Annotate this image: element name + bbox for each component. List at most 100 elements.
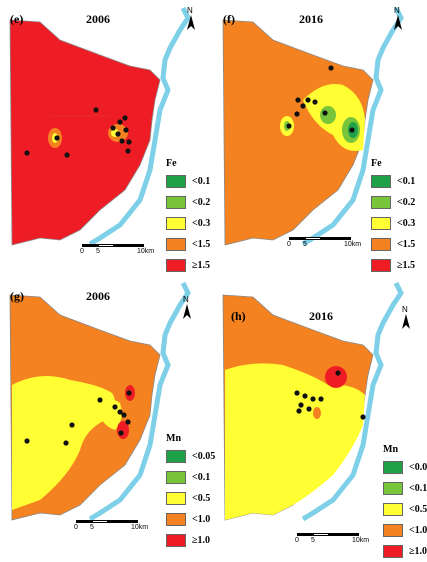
sample-point: [110, 125, 116, 131]
legend-label: ≥1.0: [192, 535, 210, 546]
sample-point: [295, 97, 301, 103]
legend-label: <1.5: [192, 239, 211, 250]
legend-label: <0.1: [192, 176, 211, 187]
legend-label: <1.0: [192, 514, 211, 525]
sample-points: [24, 390, 132, 446]
sample-point: [121, 412, 127, 418]
sample-point: [117, 119, 123, 125]
sample-point: [328, 65, 334, 71]
map-panel-h: (h) 2016 N Mn <0.05 <0.1 <0.5 <1.0 ≥1.0 …: [213, 275, 427, 558]
north-arrow-icon: N: [180, 295, 194, 321]
sample-point: [322, 110, 328, 116]
legend: Mn <0.05 <0.1 <0.5 <1.0 ≥1.0: [383, 443, 427, 562]
legend-label: <0.05: [192, 451, 216, 462]
sample-point: [302, 393, 308, 399]
panel-year: 2006: [86, 12, 110, 26]
sample-point: [119, 138, 125, 144]
legend-label: <0.3: [397, 218, 416, 229]
sample-point: [294, 111, 300, 117]
sample-point: [305, 97, 311, 103]
legend-title: Mn: [166, 433, 181, 444]
map-f: [222, 6, 404, 247]
zone-yellow: [225, 363, 365, 520]
legend-title: Fe: [371, 158, 382, 169]
legend-label: <0.5: [409, 504, 427, 515]
north-arrow-icon: N: [391, 6, 405, 32]
legend-label: <0.1: [192, 472, 211, 483]
sample-points: [294, 370, 366, 420]
sample-point: [118, 430, 124, 436]
legend-label: <1.5: [397, 239, 416, 250]
legend: Fe <0.1 <0.2 <0.3 <1.5 ≥1.5: [371, 157, 415, 276]
legend-label: <0.1: [397, 176, 416, 187]
sample-point: [296, 408, 302, 414]
legend-label: ≥1.5: [192, 260, 210, 271]
north-arrow-icon: N: [399, 305, 413, 331]
zone-orange-spot: [313, 407, 321, 419]
sample-point: [93, 107, 99, 113]
zone-red: [325, 366, 347, 388]
map-h: [222, 281, 404, 522]
river: [301, 6, 404, 247]
sample-point: [122, 115, 128, 121]
zone-yellow: [12, 376, 115, 510]
legend-label: <0.2: [397, 197, 416, 208]
sample-point: [126, 139, 132, 145]
legend-label: <1.0: [409, 525, 427, 536]
panel-year: 2016: [299, 12, 323, 26]
panel-label: (g): [10, 289, 24, 303]
sample-point: [306, 406, 312, 412]
river: [301, 281, 404, 522]
sample-point: [312, 99, 318, 105]
sample-points: [286, 65, 355, 133]
legend-title: Mn: [383, 444, 398, 455]
sample-point: [125, 148, 131, 154]
panel-label: (f): [223, 12, 235, 26]
north-arrow-icon: N: [184, 6, 198, 32]
sample-point: [69, 422, 75, 428]
map-panel-f: (f) 2016 N Fe <0.1 <0.2 <0.3 <1.5 ≥1.5 0…: [213, 0, 426, 275]
sample-point: [123, 127, 129, 133]
sample-point: [125, 419, 131, 425]
sample-point: [298, 402, 304, 408]
scale-bar: 0 5 10km: [295, 533, 377, 547]
sample-point: [349, 127, 355, 133]
legend-label: <0.2: [192, 197, 211, 208]
map-e: [9, 6, 191, 247]
legend-label: ≥1.0: [409, 546, 427, 557]
legend-title: Fe: [166, 158, 177, 169]
map-panel-g: (g) 2006 N Mn <0.05 <0.1 <0.5 <1.0 ≥1.0 …: [0, 275, 215, 551]
panel-year: 2016: [309, 309, 333, 323]
legend: Fe <0.1 <0.2 <0.3 <1.5 ≥1.5: [166, 157, 210, 276]
sample-point: [318, 396, 324, 402]
sample-points: [24, 107, 132, 158]
sample-point: [126, 390, 132, 396]
zone-green-light-a: [320, 106, 336, 124]
legend-label: <0.3: [192, 218, 211, 229]
sample-point: [335, 370, 341, 376]
sample-point: [117, 409, 123, 415]
sample-point: [115, 131, 121, 137]
legend: Mn <0.05 <0.1 <0.5 <1.0 ≥1.0: [166, 432, 215, 551]
sample-point: [112, 404, 118, 410]
river: [88, 6, 191, 247]
scale-bar: 0 5 10km: [80, 244, 162, 258]
sample-point: [286, 123, 292, 129]
river: [88, 281, 191, 522]
sample-point: [63, 440, 69, 446]
map-panel-e: (e) 2006 N Fe <0.1 <0.2 <0.3 <1.5 ≥1.5 0…: [0, 0, 213, 275]
sample-point: [54, 135, 60, 141]
legend-label: <0.5: [192, 493, 211, 504]
sample-point: [360, 414, 366, 420]
panel-label: (h): [231, 309, 246, 323]
sample-point: [294, 390, 300, 396]
sample-point: [97, 397, 103, 403]
sample-point: [310, 396, 316, 402]
panel-label: (e): [10, 12, 24, 26]
legend-label: <0.1: [409, 483, 427, 494]
legend-label: ≥1.5: [397, 260, 415, 271]
sample-point: [300, 103, 306, 109]
panel-year: 2006: [86, 289, 110, 303]
sample-point: [24, 438, 30, 444]
sample-point: [64, 152, 70, 158]
